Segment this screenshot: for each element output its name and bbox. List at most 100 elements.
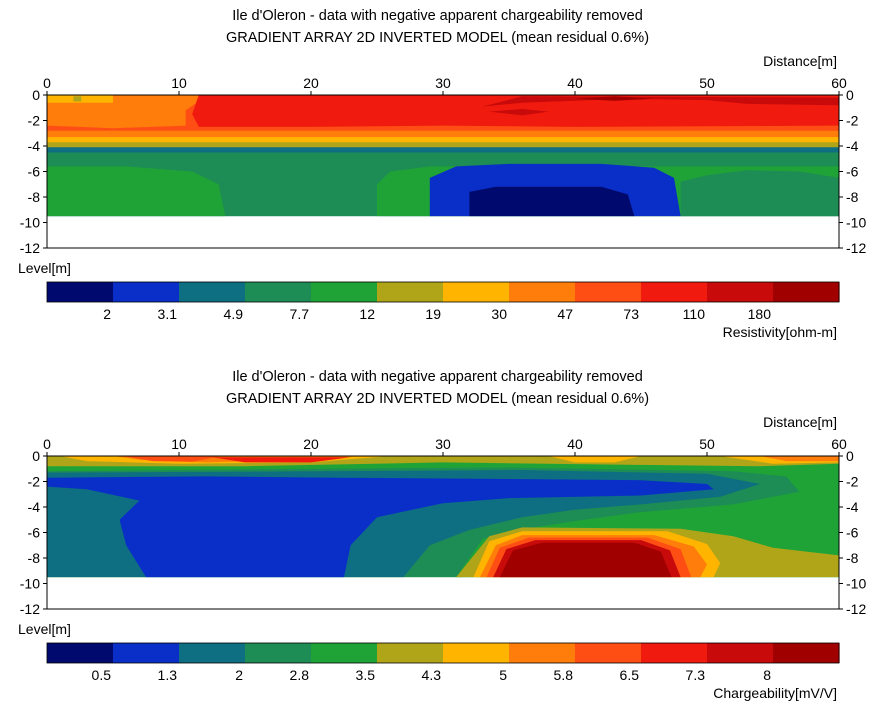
colorbar-frame <box>46 281 840 303</box>
x-axis-label: Distance[m] <box>763 414 837 430</box>
model-region <box>680 170 839 217</box>
y-tick-label: 0 <box>32 448 40 464</box>
colorbar-tick-label: 4.9 <box>224 306 244 322</box>
colorbar-tick-label: 5.8 <box>554 667 574 683</box>
model-region <box>759 456 839 462</box>
colorbar-tick-label: 73 <box>623 306 639 322</box>
colorbar-tick-label: 5 <box>499 667 507 683</box>
x-tick-label: 0 <box>43 436 51 452</box>
y-tick-label: 0 <box>32 87 40 103</box>
colorbar-swatch <box>311 282 378 302</box>
x-tick-label: 20 <box>303 436 319 452</box>
x-tick-label: 50 <box>699 436 715 452</box>
y-tick-label: -2 <box>28 474 41 490</box>
model-region <box>469 186 635 217</box>
colorbar-swatch <box>113 643 180 663</box>
x-tick-label: 40 <box>567 75 583 91</box>
y-tick-label: -10 <box>846 215 866 231</box>
model-region <box>47 476 714 578</box>
colorbar-swatch <box>707 282 774 302</box>
colorbar-tick-label: 2 <box>103 306 111 322</box>
colorbar-swatch <box>575 282 642 302</box>
colorbar-swatch <box>509 282 576 302</box>
chart-title: Ile d'Oleron - data with negative appare… <box>232 369 643 385</box>
model-region <box>73 96 82 102</box>
colorbar-tick-label: 7.7 <box>290 306 310 322</box>
colorbar-tick-label: 4.3 <box>422 667 442 683</box>
x-tick-label: 0 <box>43 75 51 91</box>
chart-subtitle: GRADIENT ARRAY 2D INVERTED MODEL (mean r… <box>225 30 650 46</box>
x-tick-label: 30 <box>435 75 451 91</box>
y-tick-label: -10 <box>20 576 40 592</box>
y-tick-label: -4 <box>846 138 859 154</box>
model-region <box>212 457 351 463</box>
y-tick-label: -2 <box>846 474 859 490</box>
colorbar-swatch <box>377 643 444 663</box>
y-tick-label: -8 <box>846 189 859 205</box>
colorbar-tick-label: 19 <box>425 306 441 322</box>
y-tick-label: -12 <box>846 240 866 256</box>
colorbar-swatch <box>245 282 312 302</box>
colorbar-label: Resistivity[ohm-m] <box>722 324 837 340</box>
model-region <box>499 542 672 578</box>
x-tick-label: 50 <box>699 75 715 91</box>
colorbar-label: Chargeability[mV/V] <box>713 685 837 701</box>
chargeability-plot: 0 10 20 30 40 50 600 0-2 -2-4 -4-6 -6-8 -8-10 -10-12… <box>20 436 867 683</box>
chart-subtitle: GRADIENT ARRAY 2D INVERTED MODEL (mean r… <box>225 391 650 407</box>
chart-title: Ile d'Oleron - data with negative appare… <box>232 8 643 24</box>
colorbar-swatch <box>707 643 774 663</box>
x-tick-label: 40 <box>567 436 583 452</box>
colorbar-swatch <box>245 643 312 663</box>
colorbar-tick-label: 7.3 <box>686 667 706 683</box>
model-region <box>548 456 641 463</box>
model-regions <box>47 95 839 217</box>
y-tick-label: -8 <box>28 550 41 566</box>
colorbar-tick-label: 6.5 <box>620 667 640 683</box>
colorbar-swatch <box>641 282 708 302</box>
model-region <box>47 95 219 129</box>
colorbar-tick-label: 12 <box>359 306 375 322</box>
y-tick-label: -12 <box>20 601 40 617</box>
x-tick-label: 30 <box>435 436 451 452</box>
colorbar-swatch <box>443 643 510 663</box>
resistivity-panel: Ile d'Oleron - data with negative appare… <box>0 0 875 351</box>
colorbar-swatch <box>47 643 114 663</box>
colorbar-tick-label: 110 <box>683 306 706 322</box>
chargeability-panel: Ile d'Oleron - data with negative appare… <box>0 361 875 712</box>
y-tick-label: -4 <box>28 499 41 515</box>
colorbar-swatch <box>773 282 840 302</box>
resistivity-plot: 0 10 20 30 40 50 600 0-2 -2-4 -4-6 -6-8 -8-10 -10-12… <box>20 75 867 322</box>
y-tick-label: 0 <box>846 87 854 103</box>
y-tick-label: -6 <box>846 525 859 541</box>
model-region <box>575 96 655 101</box>
y-tick-label: -6 <box>846 164 859 180</box>
colorbar-tick-label: 30 <box>491 306 507 322</box>
x-tick-label: 60 <box>831 75 847 91</box>
model-region <box>47 166 226 217</box>
colorbar-swatch <box>311 643 378 663</box>
y-tick-label: -10 <box>20 215 40 231</box>
colorbar-tick-label: 3.1 <box>158 306 178 322</box>
colorbar-swatch <box>575 643 642 663</box>
y-axis-label: Level[m] <box>18 260 71 276</box>
colorbar-swatch <box>179 643 246 663</box>
colorbar-tick-label: 180 <box>748 306 772 322</box>
colorbar-swatch <box>443 282 510 302</box>
x-axis-label: Distance[m] <box>763 53 837 69</box>
colorbar-tick-label: 3.5 <box>356 667 376 683</box>
y-tick-label: -12 <box>20 240 40 256</box>
colorbar-tick-label: 0.5 <box>92 667 112 683</box>
colorbar-swatch <box>509 643 576 663</box>
y-tick-label: -8 <box>846 550 859 566</box>
colorbar-swatch <box>113 282 180 302</box>
x-tick-label: 60 <box>831 436 847 452</box>
y-tick-label: -10 <box>846 576 866 592</box>
y-tick-label: -2 <box>28 113 41 129</box>
colorbar-tick-label: 8 <box>763 667 771 683</box>
colorbar-frame <box>46 642 840 664</box>
x-tick-label: 10 <box>171 436 187 452</box>
y-tick-label: 0 <box>846 448 854 464</box>
colorbar-swatch <box>47 282 114 302</box>
y-tick-label: -8 <box>28 189 41 205</box>
colorbar-tick-label: 1.3 <box>158 667 178 683</box>
